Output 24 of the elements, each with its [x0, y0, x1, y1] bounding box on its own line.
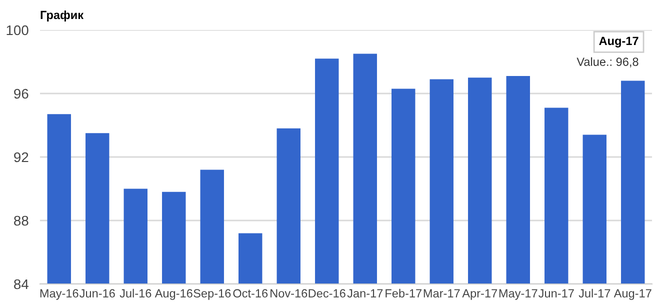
x-tick-label: Jun-16: [80, 289, 115, 298]
y-tick-label: 96: [14, 88, 28, 99]
x-tick-label: Jul-16: [120, 288, 152, 298]
x-tick-label: May-16: [40, 289, 78, 300]
x-tick-label: Aug-17: [614, 289, 652, 300]
x-tick-label: Jan-17: [347, 289, 383, 298]
x-tick-label: Jul-17: [578, 288, 610, 298]
x-tick-label: Apr-17: [462, 289, 497, 300]
annotation: Value.: 96,8: [576, 57, 638, 68]
x-tick-label: Oct-16: [233, 289, 268, 298]
y-tick-label: 88: [14, 216, 28, 226]
chart-title: График: [40, 10, 84, 22]
x-tick-label: Sep-16: [194, 289, 231, 300]
x-tick-label: Aug-16: [154, 289, 192, 300]
x-tick-label: Nov-16: [270, 289, 308, 298]
x-tick-label: Jun-17: [538, 289, 574, 298]
y-tick-label: 92: [14, 152, 28, 162]
x-tick-label: Dec-16: [308, 289, 346, 298]
x-tick-label: Feb-17: [386, 288, 422, 298]
y-tick-label: 84: [14, 279, 28, 290]
x-tick-label: Mar-17: [424, 289, 460, 298]
y-tick-label: 100: [6, 25, 28, 36]
x-tick-label: May-17: [499, 289, 538, 300]
annotation: Aug-17: [599, 36, 638, 48]
